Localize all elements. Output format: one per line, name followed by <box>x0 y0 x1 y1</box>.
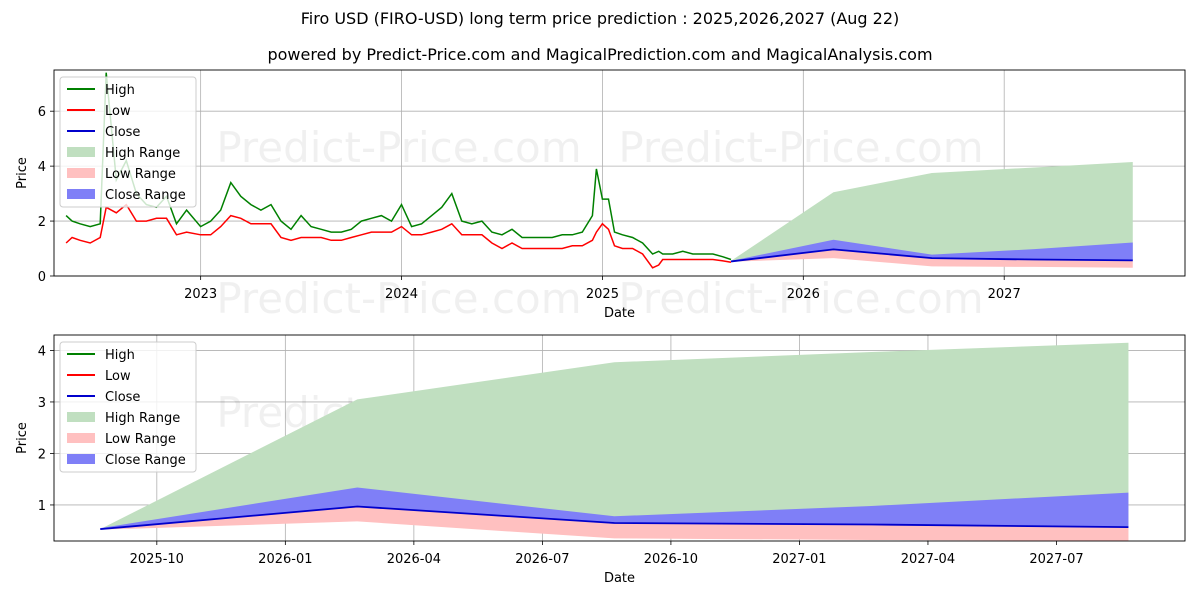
y-tick-label: 4 <box>38 160 46 175</box>
x-tick-label: 2025 <box>586 287 619 302</box>
legend-label-low: Low <box>105 104 131 119</box>
high-range-area <box>730 162 1133 262</box>
axes-frame <box>53 69 1186 277</box>
x-tick-label: 2023 <box>184 287 217 302</box>
legend-swatch-low-range <box>67 433 95 443</box>
legend-swatch-close-range <box>67 189 95 199</box>
close-range-area <box>730 239 1133 262</box>
y-tick-label: 3 <box>38 396 46 411</box>
x-tick-label: 2026 <box>787 287 820 302</box>
axes-frame <box>53 334 1186 542</box>
y-axis-label: Price <box>15 422 30 454</box>
x-tick-label: 2027-07 <box>1029 552 1083 567</box>
high-range-area <box>100 342 1129 530</box>
y-tick-label: 2 <box>38 215 46 230</box>
legend-swatch-high-range <box>67 412 95 422</box>
legend: High Low Close High Range Low Range Close Ran… <box>59 341 197 473</box>
y-tick-label: 2 <box>38 447 46 462</box>
legend-label-low-range: Low Range <box>105 432 176 447</box>
y-tick-label: 1 <box>38 499 46 514</box>
legend-label-close: Close <box>105 125 140 140</box>
plot-forecast-zoom: Predict-Price.comPredict-Price.com123420… <box>15 334 1186 586</box>
watermark-text: Predict-Price.com <box>216 123 581 172</box>
legend-label-high: High <box>105 83 135 98</box>
y-tick-label: 0 <box>38 270 46 285</box>
legend-label-high: High <box>105 348 135 363</box>
legend-swatch-close-range <box>67 454 95 464</box>
watermark-text: Predict-Price.com <box>618 123 983 172</box>
legend-label-high-range: High Range <box>105 146 180 161</box>
legend-swatch-low-range <box>67 168 95 178</box>
watermark-text: Predict-Price.com <box>618 274 983 323</box>
x-tick-label: 2027-04 <box>901 552 955 567</box>
x-tick-label: 2026-01 <box>258 552 312 567</box>
chart-title: Firo USD (FIRO-USD) long term price pred… <box>300 9 900 28</box>
high-series-line <box>65 72 732 261</box>
legend-label-low-range: Low Range <box>105 167 176 182</box>
legend-swatch-high-range <box>67 147 95 157</box>
legend-label-high-range: High Range <box>105 411 180 426</box>
legend: High Low Close High Range Low Range Close Ran… <box>59 76 197 208</box>
legend-label-close-range: Close Range <box>105 453 186 468</box>
legend-label-close: Close <box>105 390 140 405</box>
x-tick-label: 2026-07 <box>515 552 569 567</box>
close-series-line <box>730 248 1133 263</box>
close-series-line <box>100 505 1129 531</box>
x-axis-label: Date <box>604 571 635 586</box>
x-tick-label: 2027 <box>988 287 1021 302</box>
x-axis-label: Date <box>604 306 635 321</box>
close-range-area <box>100 487 1129 530</box>
watermark-text: Predict-Price.com <box>216 274 581 323</box>
plot-long-term: Predict-Price.com Predict-Price.com Predic… <box>15 69 1186 323</box>
legend-label-low: Low <box>105 369 131 384</box>
y-axis-label: Price <box>15 157 30 189</box>
chart-subtitle: powered by Predict-Price.com and Magical… <box>267 45 933 64</box>
x-tick-label: 2026-04 <box>387 552 441 567</box>
low-series-line <box>65 203 732 269</box>
x-tick-label: 2024 <box>385 287 418 302</box>
x-tick-label: 2026-10 <box>644 552 698 567</box>
x-tick-label: 2027-01 <box>772 552 826 567</box>
y-tick-label: 4 <box>38 344 46 359</box>
legend-label-close-range: Close Range <box>105 188 186 203</box>
y-tick-label: 6 <box>38 105 46 120</box>
x-tick-label: 2025-10 <box>130 552 184 567</box>
